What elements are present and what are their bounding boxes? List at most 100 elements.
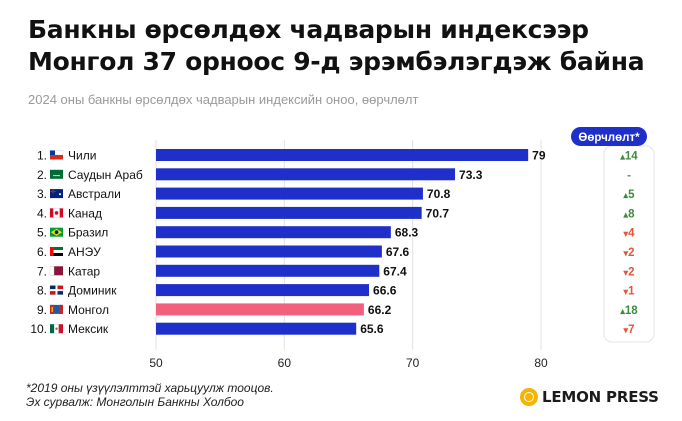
- change-value: ▾4: [623, 228, 636, 240]
- rank-label: 6.: [37, 245, 47, 259]
- bar-saudi-arabia: [156, 168, 456, 181]
- change-header-label: Өөрчлөлт*: [578, 132, 640, 144]
- mexico-flag: [50, 324, 63, 334]
- change-number: 5: [628, 189, 635, 201]
- flag-part: [50, 155, 63, 160]
- country-label: Канад: [68, 206, 102, 220]
- flag-part: [57, 291, 63, 295]
- data-label: 66.2: [368, 303, 392, 317]
- flag-part: [57, 285, 63, 290]
- change-number: 8: [628, 208, 635, 220]
- x-tick-label: 70: [406, 356, 420, 370]
- flag-part: [50, 285, 56, 290]
- lemon-press-logo: LEMON PRESS: [520, 388, 659, 406]
- footnote-source: Эх сурвалж: Монголын Банкны Холбоо: [26, 395, 244, 409]
- bar-canada: [156, 206, 422, 219]
- country-label: Австрали: [68, 187, 121, 201]
- down-arrow-icon: ▾: [623, 325, 629, 335]
- flag-part: [55, 327, 58, 330]
- change-number: 7: [628, 324, 634, 336]
- canada-flag: [49, 208, 64, 218]
- flag-part: [50, 189, 63, 199]
- down-arrow-icon: ▾: [623, 248, 629, 258]
- rank-label: 5.: [37, 226, 47, 240]
- bar-mexico: [156, 322, 357, 335]
- flag-part: [50, 169, 63, 179]
- flag-part: [49, 285, 64, 295]
- rank-label: 4.: [37, 206, 47, 220]
- up-arrow-icon: ▴: [619, 152, 625, 162]
- rank-label: 9.: [37, 303, 47, 317]
- uae-flag: [50, 247, 63, 256]
- australia-flag: [50, 189, 63, 199]
- change-number: 2: [628, 247, 634, 259]
- flag-part: [50, 247, 63, 250]
- x-tick-label: 60: [278, 356, 292, 370]
- data-label: 67.6: [386, 245, 410, 259]
- mongolia-flag: [50, 304, 63, 314]
- flag-part: [54, 211, 59, 215]
- footnote-comparison-note: *2019 оны үзүүлэлттэй харьцуулж тооцов.: [26, 381, 274, 395]
- up-arrow-icon: ▴: [623, 190, 629, 200]
- flag-part: [59, 208, 63, 218]
- flag-part: [50, 253, 63, 256]
- down-arrow-icon: ▾: [623, 287, 629, 297]
- rank-label: 3.: [37, 187, 47, 201]
- change-value: ▴18: [619, 305, 638, 317]
- down-arrow-icon: ▾: [623, 229, 629, 239]
- country-label: АНЭУ: [68, 245, 101, 259]
- qatar-flag: [49, 266, 63, 276]
- change-number: -: [627, 170, 631, 182]
- change-value: ▴14: [619, 151, 638, 163]
- flag-part: [50, 266, 63, 276]
- down-arrow-icon: ▾: [623, 267, 629, 277]
- bar-chile: [156, 149, 529, 161]
- x-tick-label: 50: [149, 356, 163, 370]
- bar-brazil: [156, 226, 391, 239]
- data-label: 66.6: [373, 284, 397, 298]
- flag-part: [49, 266, 55, 276]
- bar-dominican-republic: [156, 284, 370, 297]
- change-number: 4: [628, 228, 635, 240]
- flag-part: [50, 291, 56, 295]
- data-label: 79: [532, 149, 546, 163]
- change-number: 18: [625, 305, 638, 317]
- up-arrow-icon: ▴: [623, 209, 629, 219]
- saudi-arabia-flag: [50, 169, 63, 179]
- flag-part: [58, 324, 63, 334]
- flag-part: [51, 306, 53, 312]
- country-label: Чили: [68, 149, 96, 163]
- chile-flag: [49, 150, 64, 160]
- data-label: 67.4: [383, 264, 407, 278]
- flag-part: [53, 175, 60, 177]
- flag-part: [50, 304, 63, 314]
- bar-mongolia: [156, 303, 364, 316]
- bar-qatar: [156, 264, 380, 277]
- change-value: ▾7: [623, 324, 635, 336]
- data-label: 73.3: [459, 168, 483, 182]
- x-tick-label: 80: [534, 356, 548, 370]
- chart-subtitle: 2024 оны банкны өрсөлдөх чадварын индекс…: [28, 92, 419, 107]
- dominican-republic-flag: [49, 285, 64, 295]
- rank-label: 10.: [30, 322, 47, 336]
- change-number: 14: [625, 151, 638, 163]
- footnote: *2019 оны үзүүлэлттэй харьцуулж тооцов. …: [26, 381, 274, 409]
- bar-australia: [156, 187, 423, 200]
- chart-title: Банкны өрсөлдөх чадварын индексээр Монго…: [28, 14, 668, 78]
- bar-uae: [156, 245, 382, 258]
- data-label: 65.6: [360, 322, 384, 336]
- country-label: Катар: [68, 264, 100, 278]
- change-value: ▴8: [623, 208, 636, 220]
- chart-title-line-1: Банкны өрсөлдөх чадварын индексээр: [28, 15, 589, 44]
- rank-label: 2.: [37, 168, 47, 182]
- country-label: Мексик: [68, 322, 109, 336]
- change-value: ▾2: [623, 266, 635, 278]
- flag-part: [50, 208, 54, 218]
- data-label: 68.3: [395, 226, 419, 240]
- change-value: ▴5: [623, 189, 636, 201]
- flag-part: [50, 324, 55, 334]
- flag-part: [50, 150, 55, 155]
- change-value: ▾2: [623, 247, 635, 259]
- change-value: ▾1: [623, 286, 636, 298]
